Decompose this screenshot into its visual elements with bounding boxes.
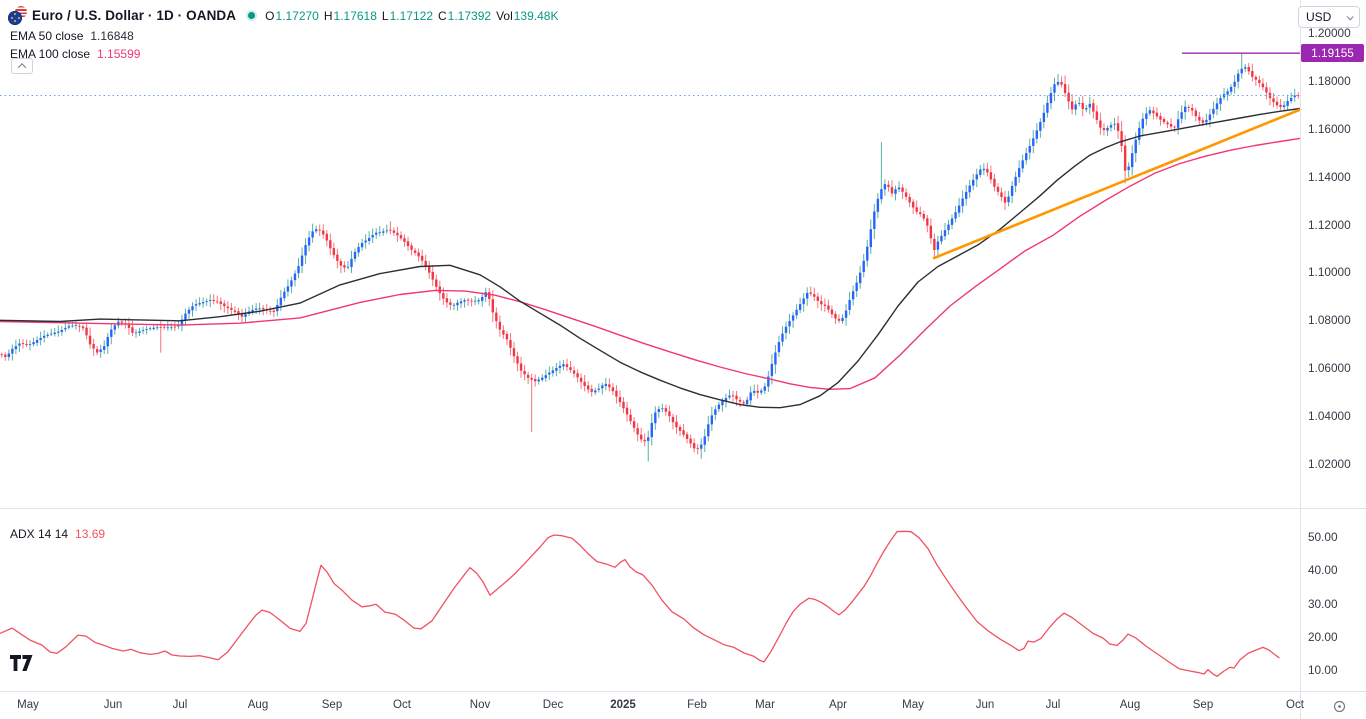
time-axis-label: 2025: [610, 699, 636, 711]
market-status-icon[interactable]: [248, 12, 256, 19]
axis-tick-label: 1.08000: [1308, 313, 1351, 328]
time-axis-label: May: [17, 699, 39, 711]
time-axis-label: Aug: [247, 699, 269, 711]
time-axis-label: Dec: [542, 699, 564, 711]
collapse-legend-button[interactable]: [11, 58, 33, 74]
adx-legend[interactable]: ADX 14 14 13.69: [10, 527, 106, 541]
symbol-legend: Euro / U.S. Dollar · 1D · OANDA O 1.17270…: [8, 6, 558, 25]
pane-separator[interactable]: [0, 508, 1366, 509]
time-axis-label: Sep: [321, 699, 343, 711]
eurusd-pair-icon: [8, 6, 27, 25]
time-axis-label: Aug: [1119, 699, 1141, 711]
axis-tick-label: 1.20000: [1308, 26, 1351, 40]
axis-tick-label: 1.14000: [1308, 169, 1351, 184]
time-axis-label: Jul: [1045, 699, 1061, 711]
axis-tick-label: 1.18000: [1308, 73, 1351, 88]
chevron-up-icon: [17, 63, 27, 72]
time-axis-label: May: [902, 699, 924, 711]
price-level-badge[interactable]: 1.19155: [1301, 44, 1364, 63]
ohlc-values: O 1.17270 H 1.17618 L 1.17122 C 1.17392 Vol 1…: [265, 8, 559, 23]
axis-settings-icon[interactable]: [1333, 700, 1346, 713]
price-axis-border: [1300, 0, 1301, 719]
ema100-legend[interactable]: EMA 100 close 1.15599: [10, 47, 141, 61]
axis-tick-label: 1.10000: [1308, 265, 1351, 280]
time-axis-label: Oct: [393, 699, 411, 711]
axis-tick-label: 1.02000: [1308, 457, 1351, 471]
axis-tick-label: 1.04000: [1308, 409, 1351, 424]
time-axis-label: Jul: [172, 699, 188, 711]
time-axis-label: Mar: [755, 699, 775, 711]
tradingview-logo[interactable]: [10, 655, 34, 671]
time-axis-label: Jun: [975, 699, 995, 711]
axis-tick-label: 1.12000: [1308, 217, 1351, 232]
time-axis-label: Jun: [103, 699, 123, 711]
time-axis-separator: [0, 691, 1366, 692]
chevron-down-icon: [1346, 12, 1354, 20]
axis-tick-label: 30.00: [1308, 596, 1338, 611]
axis-tick-label: 40.00: [1308, 563, 1338, 578]
axis-tick-label: 10.00: [1308, 663, 1338, 677]
axis-tick-label: 20.00: [1308, 629, 1338, 644]
time-axis-label: Feb: [687, 699, 707, 711]
axis-tick-label: 1.06000: [1308, 361, 1351, 376]
symbol-title[interactable]: Euro / U.S. Dollar · 1D · OANDA: [32, 8, 237, 23]
currency-dropdown[interactable]: USD: [1298, 6, 1360, 28]
time-axis-label: Apr: [829, 699, 847, 711]
time-axis-label: Oct: [1286, 699, 1304, 711]
time-axis-label: Sep: [1192, 699, 1214, 711]
ema50-legend[interactable]: EMA 50 close 1.16848: [10, 29, 134, 43]
axis-tick-label: 50.00: [1308, 530, 1338, 544]
time-axis-label: Nov: [469, 699, 491, 711]
axis-tick-label: 1.16000: [1308, 121, 1351, 136]
